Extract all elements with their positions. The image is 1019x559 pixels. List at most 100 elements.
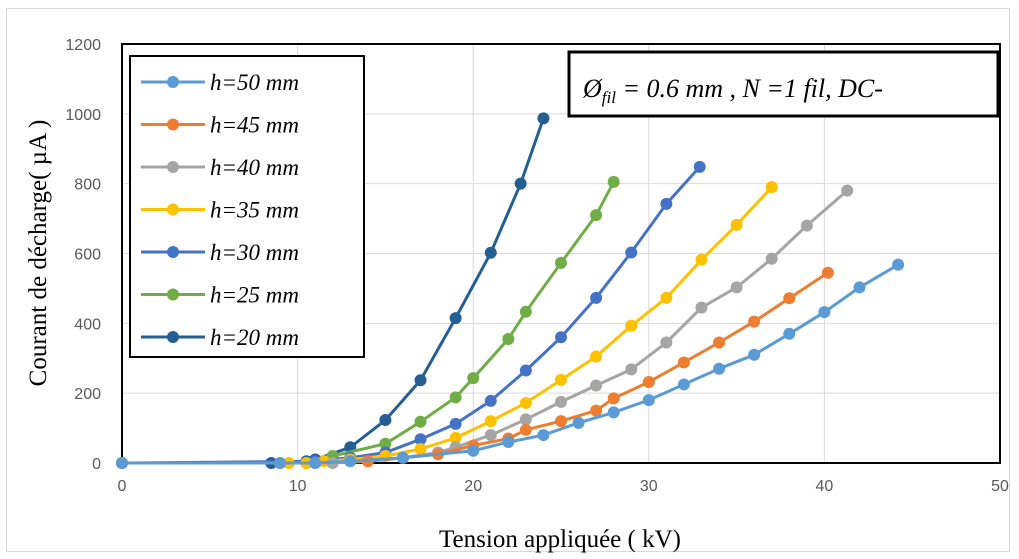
- data-point: [713, 336, 726, 349]
- y-tick-label: 800: [74, 177, 101, 194]
- data-point: [555, 415, 567, 428]
- data-point: [449, 431, 462, 444]
- data-point: [748, 348, 761, 361]
- data-point: [713, 362, 726, 375]
- data-point: [625, 363, 638, 376]
- data-point: [590, 209, 603, 222]
- annotation-border: [567, 50, 1000, 118]
- data-point: [537, 429, 550, 442]
- data-point: [396, 451, 409, 464]
- series-h-50-mm: [116, 258, 905, 469]
- data-point: [783, 292, 796, 305]
- legend: h=50 mm h=45 mm h=40 mm h=35 mm h=30 mm h=25 …: [129, 55, 365, 358]
- data-point: [695, 301, 708, 314]
- data-point: [800, 219, 813, 232]
- y-tick-label: 1000: [65, 107, 101, 124]
- data-point: [677, 378, 690, 391]
- data-point: [449, 391, 462, 404]
- x-axis-title: Tension appliquée ( kV): [439, 526, 681, 553]
- x-tick-label: 50: [991, 478, 1009, 495]
- legend-label: h=35 mm: [210, 198, 299, 223]
- data-point: [677, 356, 690, 369]
- data-point: [730, 281, 743, 294]
- data-point: [467, 444, 480, 457]
- data-point: [730, 218, 743, 231]
- legend-marker: [167, 203, 179, 216]
- data-point: [590, 291, 603, 304]
- data-point: [484, 415, 497, 428]
- data-point: [783, 327, 796, 340]
- data-point: [555, 256, 567, 269]
- data-point: [414, 433, 427, 446]
- data-point: [519, 364, 532, 377]
- legend-label: h=30 mm: [210, 240, 299, 265]
- data-point: [821, 266, 834, 279]
- legend-label: h=20 mm: [210, 325, 299, 350]
- annotation-box: Øfil = 0.6 mm , N =1 fil, DC-: [567, 50, 1000, 118]
- tick-labels: 0 10 20 30 40 50 0 200 400 600 800 1000 1200: [65, 37, 1009, 495]
- data-point: [467, 372, 480, 385]
- data-point: [519, 413, 532, 426]
- data-point: [344, 455, 357, 468]
- legend-item: h=20 mm: [141, 325, 299, 350]
- legend-item: h=45 mm: [141, 113, 299, 138]
- data-point: [572, 416, 585, 429]
- data-point: [555, 373, 567, 386]
- legend-label: h=25 mm: [210, 283, 299, 308]
- data-point: [853, 281, 866, 294]
- data-point: [484, 429, 497, 442]
- data-point: [555, 395, 567, 408]
- legend-label: h=50 mm: [210, 70, 299, 95]
- data-point: [519, 396, 532, 409]
- data-point: [607, 406, 620, 419]
- data-point: [660, 197, 673, 210]
- data-point: [514, 177, 527, 190]
- series-group: [116, 112, 905, 469]
- data-point: [818, 306, 831, 319]
- data-point: [414, 443, 427, 456]
- data-point: [379, 414, 392, 427]
- data-point: [642, 394, 655, 407]
- x-tick-label: 30: [640, 478, 658, 495]
- data-point: [116, 457, 128, 469]
- data-point: [274, 457, 287, 469]
- chart-frame: [6, 8, 1010, 552]
- legend-items: h=50 mm h=45 mm h=40 mm h=35 mm h=30 mm h=25 …: [141, 70, 299, 350]
- data-point: [642, 375, 655, 388]
- data-point: [590, 350, 603, 363]
- data-point: [695, 253, 708, 266]
- legend-item: h=35 mm: [141, 198, 299, 223]
- legend-item: h=30 mm: [141, 240, 299, 265]
- x-tick-label: 0: [118, 478, 127, 495]
- data-point: [892, 258, 905, 271]
- legend-marker: [167, 76, 179, 88]
- legend-marker: [167, 118, 179, 131]
- y-tick-label: 1200: [65, 37, 101, 54]
- data-point: [414, 374, 427, 387]
- annotation-rest: = 0.6 mm , N =1 fil, DC-: [616, 74, 883, 103]
- data-point: [607, 175, 620, 188]
- data-point: [841, 184, 854, 197]
- data-point: [519, 305, 532, 318]
- data-point: [484, 394, 497, 407]
- x-tick-label: 40: [816, 478, 834, 495]
- legend-marker: [167, 246, 179, 258]
- data-point: [607, 392, 620, 405]
- y-tick-label: 0: [92, 456, 101, 473]
- legend-item: h=50 mm: [141, 70, 299, 95]
- data-point: [590, 404, 603, 417]
- data-point: [765, 181, 778, 194]
- legend-item: h=25 mm: [141, 283, 299, 308]
- y-tick-label: 400: [74, 316, 101, 333]
- data-point: [537, 112, 550, 125]
- plot-area-border: [121, 43, 1001, 464]
- legend-marker: [167, 288, 179, 301]
- annotation-text: Øfil = 0.6 mm , N =1 fil, DC-: [582, 74, 883, 107]
- data-point: [590, 379, 603, 392]
- data-point: [660, 291, 673, 304]
- data-point: [502, 436, 515, 449]
- data-point: [765, 252, 778, 265]
- annotation-subscript: fil: [602, 88, 616, 107]
- data-point: [484, 246, 497, 259]
